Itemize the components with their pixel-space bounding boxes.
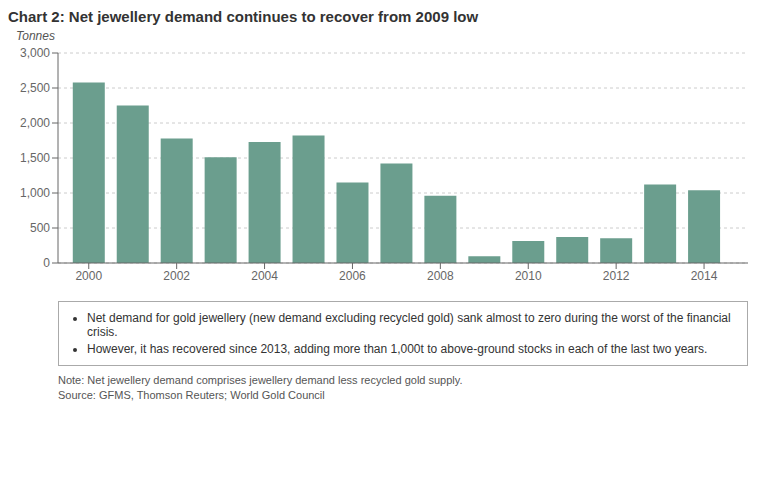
svg-text:2002: 2002 — [163, 269, 190, 283]
svg-text:3,000: 3,000 — [20, 46, 50, 60]
html-text:Tonnes: Tonnes — [16, 29, 55, 43]
svg-text:2006: 2006 — [339, 269, 366, 283]
svg-text:2014: 2014 — [691, 269, 718, 283]
svg-text:2012: 2012 — [603, 269, 630, 283]
svg-text:2000: 2000 — [75, 269, 102, 283]
svg-text:1,500: 1,500 — [20, 151, 50, 165]
svg-text:2004: 2004 — [251, 269, 278, 283]
svg-text:1,000: 1,000 — [20, 186, 50, 200]
svg-text:0: 0 — [43, 256, 50, 270]
html-text:Chart 2: Net jewellery demand: Chart 2: Net jewellery demand continues … — [8, 8, 479, 25]
svg-text:2,500: 2,500 — [20, 81, 50, 95]
svg-text:2,000: 2,000 — [20, 116, 50, 130]
svg-text:2010: 2010 — [515, 269, 542, 283]
svg-text:500: 500 — [30, 221, 50, 235]
html-text:Source: GFMS, Thomson Reuters;: Source: GFMS, Thomson Reuters; World Gol… — [58, 389, 325, 401]
html-text:Net demand for gold jewellery: Net demand for gold jewellery (new deman… — [87, 311, 731, 339]
html-text:Note: Net jewellery demand com: Note: Net jewellery demand comprises jew… — [58, 374, 463, 386]
html-text:However, it has recovered sinc: However, it has recovered since 2013, ad… — [87, 342, 708, 356]
svg-text:2008: 2008 — [427, 269, 454, 283]
